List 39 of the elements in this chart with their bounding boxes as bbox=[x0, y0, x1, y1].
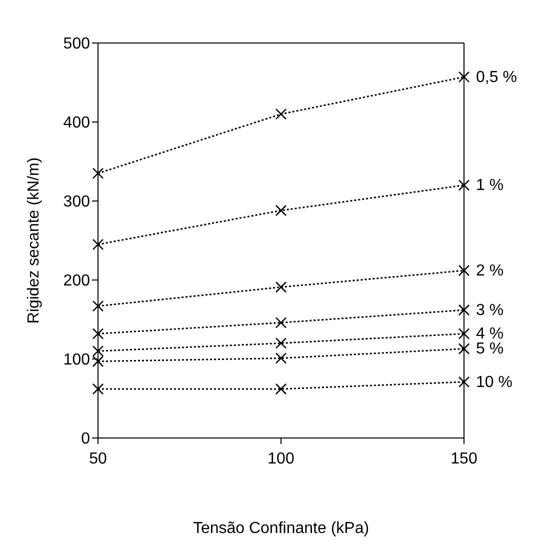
point bbox=[92, 300, 104, 312]
point bbox=[458, 71, 470, 83]
point bbox=[458, 343, 470, 354]
y-tick-label: 0 bbox=[81, 430, 90, 448]
point bbox=[275, 281, 287, 293]
y-tick-label: 100 bbox=[63, 352, 90, 369]
point bbox=[275, 383, 287, 395]
point bbox=[92, 328, 104, 340]
series-label: 4 % bbox=[476, 326, 504, 343]
point bbox=[92, 345, 104, 357]
point bbox=[92, 356, 104, 368]
point bbox=[458, 304, 470, 316]
point bbox=[458, 376, 470, 388]
point bbox=[92, 238, 104, 250]
x-tick-label: 150 bbox=[450, 450, 478, 468]
point bbox=[275, 204, 287, 216]
point bbox=[275, 338, 287, 349]
series-label: 10 % bbox=[476, 374, 512, 391]
point bbox=[458, 264, 470, 276]
series-label: 1 % bbox=[476, 177, 504, 194]
y-tick-label: 500 bbox=[63, 36, 90, 53]
point bbox=[275, 317, 287, 328]
series-label: 3 % bbox=[476, 302, 504, 320]
point bbox=[275, 108, 287, 120]
x-tick-label: 50 bbox=[89, 450, 107, 468]
point bbox=[92, 168, 104, 179]
y-tick-label: 400 bbox=[63, 114, 90, 132]
series-label: 5 % bbox=[476, 340, 504, 358]
point bbox=[458, 328, 470, 340]
y-axis-title: Rigidez secante (kN/m) bbox=[26, 157, 43, 324]
y-tick-label: 300 bbox=[63, 194, 90, 211]
point bbox=[92, 383, 104, 395]
y-tick-label: 200 bbox=[63, 272, 90, 290]
point bbox=[275, 352, 287, 364]
point bbox=[458, 180, 470, 191]
series-label: 0,5 % bbox=[476, 68, 517, 86]
x-tick-label: 100 bbox=[268, 450, 294, 468]
series-label: 2 % bbox=[476, 262, 504, 280]
x-axis-title: Tensão Confinante (kPa) bbox=[192, 520, 370, 537]
